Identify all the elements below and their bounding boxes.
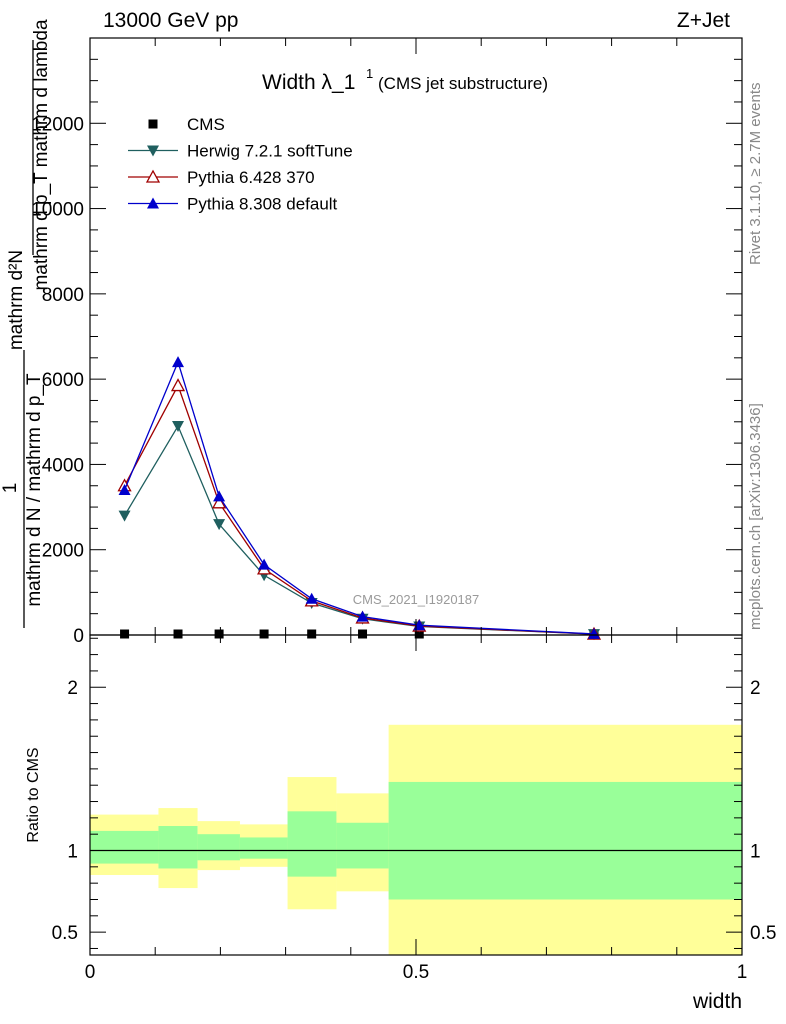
chart-title: Width λ_1 — [262, 71, 355, 94]
ratio-plot-panel: 0.5 0.51 12 20 0.5 1 Ratio to CMS width — [25, 634, 776, 1013]
legend-label: Pythia 8.308 default — [187, 195, 338, 214]
process-label: Z+Jet — [677, 9, 730, 32]
ratio-y-tick-label: 1 — [67, 842, 78, 863]
chart-subtitle: (CMS jet substructure) — [378, 74, 548, 93]
data-point — [259, 629, 269, 639]
legend-marker — [147, 197, 159, 209]
legend-label: Herwig 7.2.1 softTune — [187, 142, 353, 161]
legend-entry: Pythia 6.428 370 — [128, 168, 315, 187]
data-point — [214, 629, 224, 639]
y-label-denominator: mathrm d p_T mathrm d lambda — [31, 19, 52, 290]
legend-marker — [148, 119, 158, 129]
uncertainty-band-inner — [239, 837, 288, 859]
chart-title-superscript: 1 — [366, 66, 373, 81]
data-point — [307, 629, 317, 639]
data-point — [212, 495, 227, 509]
x-axis-label: width — [692, 990, 742, 1013]
series-line — [123, 360, 595, 635]
rivet-label: Rivet 3.1.10, ≥ 2.7M events — [747, 83, 764, 266]
ratio-y-label: Ratio to CMS — [25, 747, 42, 842]
x-tick-label: 1 — [737, 962, 748, 983]
ratio-y-tick-label: 0.5 — [52, 923, 78, 944]
data-point — [358, 629, 368, 639]
legend: CMS Herwig 7.2.1 softTune Pythia 6.428 370… — [128, 115, 353, 214]
legend-marker — [145, 169, 161, 183]
data-point — [414, 629, 424, 639]
data-point — [213, 490, 226, 502]
y-label-one: 1 — [0, 483, 21, 494]
analysis-watermark: CMS_2021_I1920187 — [353, 592, 480, 607]
legend-entry: Pythia 8.308 default — [128, 195, 338, 214]
data-point — [118, 484, 131, 496]
legend-entry: CMS — [148, 115, 225, 134]
y-label-numerator: mathrm d²N — [6, 250, 27, 350]
uncertainty-band-inner — [197, 834, 240, 861]
ratio-y-tick-label-right: 2 — [750, 678, 761, 699]
data-point — [305, 592, 318, 604]
series-line — [123, 383, 595, 635]
mcplots-label: mcplots.cern.ch [arXiv:1306.3436] — [747, 403, 764, 630]
series-1 — [118, 421, 600, 641]
legend-label: CMS — [187, 115, 225, 134]
data-point — [258, 558, 271, 570]
uncertainty-band-inner — [388, 781, 742, 900]
y-tick-label: 12000 — [31, 114, 84, 135]
data-point — [213, 519, 226, 531]
data-point — [172, 356, 185, 368]
uncertainty-band-inner — [287, 811, 337, 877]
data-point — [170, 378, 186, 392]
ratio-y-tick-label: 2 — [67, 678, 78, 699]
y-tick-label: 8000 — [42, 285, 84, 306]
ratio-y-tick-label-right: 1 — [750, 842, 761, 863]
legend-marker — [147, 145, 159, 157]
data-point — [120, 629, 130, 639]
legend-label: Pythia 6.428 370 — [187, 168, 315, 187]
data-point — [587, 627, 600, 639]
x-tick-label: 0.5 — [403, 962, 429, 983]
y-tick-label: 6000 — [42, 370, 84, 391]
ratio-y-tick-label-right: 0.5 — [750, 923, 776, 944]
y-tick-label: 2000 — [42, 541, 84, 562]
y-label-prefactor: mathrm d N / mathrm d p_T — [24, 373, 45, 607]
y-tick-label: 4000 — [42, 455, 84, 476]
uncertainty-band-inner — [158, 826, 198, 869]
data-point — [173, 629, 183, 639]
uncertainty-band-inner — [90, 830, 159, 864]
series-3 — [118, 356, 600, 639]
energy-label: 13000 GeV pp — [103, 9, 238, 32]
data-point — [356, 610, 369, 622]
legend-entry: Herwig 7.2.1 softTune — [128, 142, 353, 161]
data-point — [172, 421, 185, 433]
y-tick-label: 10000 — [31, 200, 84, 221]
x-tick-label: 0 — [85, 962, 96, 983]
data-point — [118, 510, 131, 522]
y-tick-label: 0 — [73, 626, 84, 647]
uncertainty-band-inner — [336, 822, 389, 869]
